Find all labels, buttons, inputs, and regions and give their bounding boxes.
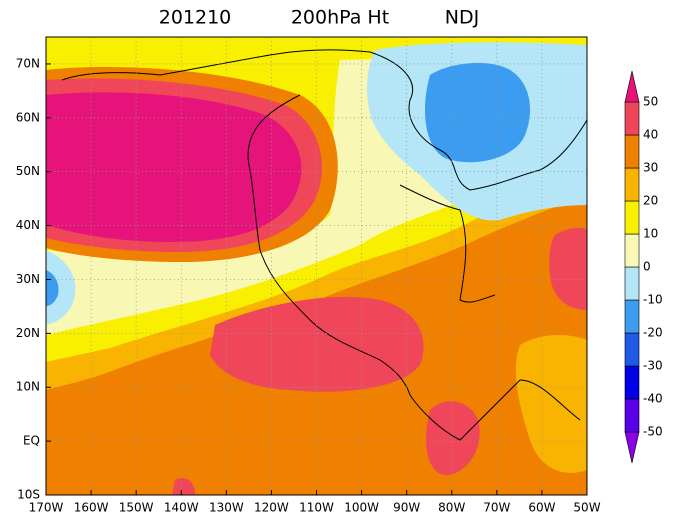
x-tick-label: 130W — [209, 501, 244, 515]
colorbar-segment — [624, 365, 640, 400]
x-tick-label: 110W — [299, 501, 334, 515]
y-tick-label: 10S — [17, 488, 40, 502]
x-tick-label: 70W — [483, 501, 510, 515]
title-date: 201210 — [159, 7, 232, 29]
y-tick-label: 30N — [16, 272, 40, 286]
colorbar-label: 20 — [643, 194, 658, 208]
colorbar-triangle — [624, 70, 640, 103]
map-frame — [45, 36, 588, 496]
x-tick-label: 50W — [573, 501, 600, 515]
colorbar-segment — [624, 200, 640, 235]
colorbar-segment — [624, 332, 640, 367]
x-tick-label: 160W — [74, 501, 109, 515]
x-tick-label: 170W — [29, 501, 64, 515]
colorbar-label: -50 — [643, 425, 663, 439]
x-tick-label: 140W — [164, 501, 199, 515]
colorbar-segment — [624, 167, 640, 202]
colorbar-label: -40 — [643, 392, 663, 406]
y-tick-label: 70N — [16, 56, 40, 70]
x-tick-label: 90W — [393, 501, 420, 515]
colorbar-label: 40 — [643, 128, 658, 142]
x-tick-label: 80W — [438, 501, 465, 515]
x-tick-label: 150W — [119, 501, 154, 515]
y-tick-label: 10N — [16, 380, 40, 394]
colorbar-segment — [624, 398, 640, 433]
colorbar-label: 0 — [643, 260, 651, 274]
colorbar-label: 30 — [643, 161, 658, 175]
x-tick-label: 120W — [254, 501, 289, 515]
colorbar-segment — [624, 134, 640, 169]
title-field: 200hPa Ht — [291, 7, 389, 29]
x-tick-label: 60W — [528, 501, 555, 515]
colorbar-segment — [624, 233, 640, 268]
colorbar-segment — [624, 266, 640, 301]
y-tick-label: 40N — [16, 218, 40, 232]
colorbar — [624, 70, 640, 464]
colorbar-label: 10 — [643, 227, 658, 241]
y-tick-label: 20N — [16, 326, 40, 340]
colorbar-segment — [624, 101, 640, 136]
colorbar-label: -30 — [643, 359, 663, 373]
y-tick-label: 60N — [16, 110, 40, 124]
colorbar-label: -10 — [643, 293, 663, 307]
y-tick-label: 50N — [16, 164, 40, 178]
colorbar-segment — [624, 299, 640, 334]
colorbar-label: -20 — [643, 326, 663, 340]
x-tick-label: 100W — [344, 501, 379, 515]
title-season: NDJ — [445, 7, 479, 29]
colorbar-label: 50 — [643, 95, 658, 109]
colorbar-triangle — [624, 431, 640, 464]
y-tick-label: EQ — [23, 434, 40, 448]
